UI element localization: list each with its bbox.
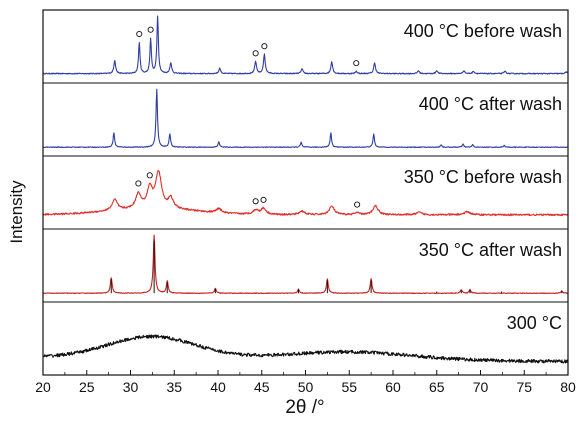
y-axis-label: Intensity (7, 180, 26, 244)
x-tick-label-12: 80 (560, 379, 576, 395)
x-tick-label-7: 55 (341, 379, 357, 395)
impurity-marker-0-1 (147, 26, 154, 33)
x-tick-label-0: 20 (35, 379, 51, 395)
x-tick-label-1: 25 (79, 379, 95, 395)
x-axis: 20 25 30 35 40 45 50 55 60 65 70 75 80 (35, 370, 576, 395)
series-line-4 (42, 334, 569, 364)
impurity-marker-0-0 (136, 30, 143, 38)
impurity-marker-0-4 (353, 60, 360, 67)
panel-label-0: 400 °C before wash (404, 21, 562, 41)
panels-layer: 400 °C before wash 400 °C after wash 350 °… (42, 15, 569, 364)
x-axis-label: 2θ /° (285, 397, 324, 418)
series-line-3 (42, 234, 569, 295)
panel-2: 350 °C before wash (42, 167, 569, 217)
panel-4: 300 °C (42, 313, 569, 364)
panel-label-2: 350 °C before wash (404, 167, 562, 187)
impurity-marker-2-0 (135, 180, 142, 187)
panel-1: 400 °C after wash (42, 88, 569, 149)
panel-0: 400 °C before wash (42, 15, 569, 75)
x-tick-label-6: 50 (298, 379, 314, 395)
panel-label-4: 300 °C (507, 313, 562, 333)
x-tick-label-10: 70 (473, 379, 489, 395)
x-tick-label-4: 40 (210, 379, 226, 395)
impurity-marker-0-2 (252, 50, 259, 57)
impurity-marker-2-2 (252, 198, 259, 205)
impurity-marker-2-4 (354, 201, 361, 208)
series-line-2 (42, 169, 569, 217)
impurity-marker-2-3 (260, 196, 267, 203)
series-line-0 (42, 15, 569, 75)
panel-label-3: 350 °C after wash (419, 240, 562, 260)
x-tick-label-2: 30 (123, 379, 139, 395)
impurity-marker-0-3 (261, 43, 268, 50)
x-tick-label-5: 45 (254, 379, 270, 395)
panel-3: 350 °C after wash (42, 234, 569, 295)
impurity-marker-2-1 (146, 172, 153, 179)
panel-label-1: 400 °C after wash (419, 94, 562, 114)
x-tick-label-11: 75 (516, 379, 532, 395)
series-line-1 (42, 88, 569, 149)
x-tick-label-9: 65 (429, 379, 445, 395)
x-tick-label-3: 35 (166, 379, 182, 395)
x-tick-label-8: 60 (385, 379, 401, 395)
